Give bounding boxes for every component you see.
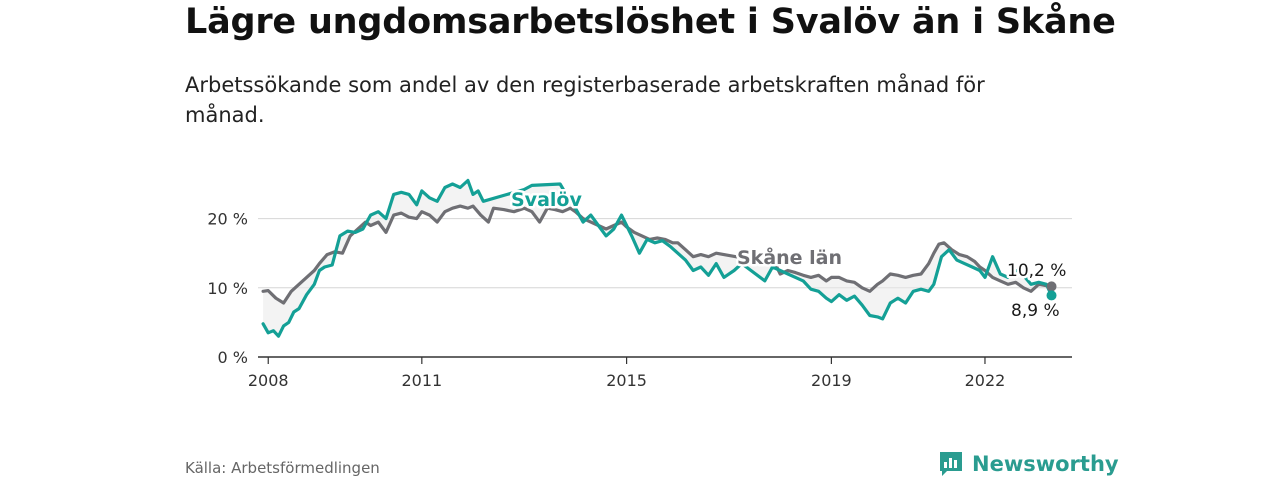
y-tick-label: 10 % [207, 279, 248, 298]
brand-name: Newsworthy [972, 452, 1119, 476]
series-label-skane: Skåne län [737, 245, 842, 269]
x-tick-label: 2019 [811, 371, 852, 390]
axes: 0 % 10 % 20 % 2008 2011 2015 2019 2022 [207, 210, 1072, 390]
end-point-svalov [1046, 290, 1057, 301]
newsworthy-logo-icon [940, 452, 962, 476]
source-note: Källa: Arbetsförmedlingen [185, 459, 380, 477]
x-tick-label: 2008 [248, 371, 289, 390]
chart-subtitle: Arbetssökande som andel av den registerb… [185, 73, 985, 127]
x-tick-label: 2011 [401, 371, 442, 390]
end-label-svalov: 8,9 % [1011, 301, 1060, 321]
y-tick-label: 20 % [207, 210, 248, 229]
difference-area [263, 180, 1052, 337]
brand-logo[interactable]: Newsworthy [938, 450, 1119, 478]
end-label-skane: 10,2 % [1007, 261, 1066, 281]
y-tick-label: 0 % [218, 348, 248, 367]
series-label-svalov: Svalöv [511, 189, 582, 211]
series-line-svalov [261, 178, 1054, 338]
line-chart: 0 % 10 % 20 % 2008 2011 2015 2019 2022 Svalöv Sk… [207, 178, 1072, 390]
x-tick-label: 2022 [965, 371, 1006, 390]
chart-title: Lägre ungdomsarbetslöshet i Svalöv än i … [185, 2, 1116, 42]
series-lines [261, 178, 1057, 338]
end-point-skane [1046, 281, 1057, 292]
series-line-skane [261, 204, 1054, 305]
x-tick-label: 2015 [606, 371, 647, 390]
series-labels: Svalöv Skåne län 10,2 % 8,9 % [509, 187, 1069, 324]
